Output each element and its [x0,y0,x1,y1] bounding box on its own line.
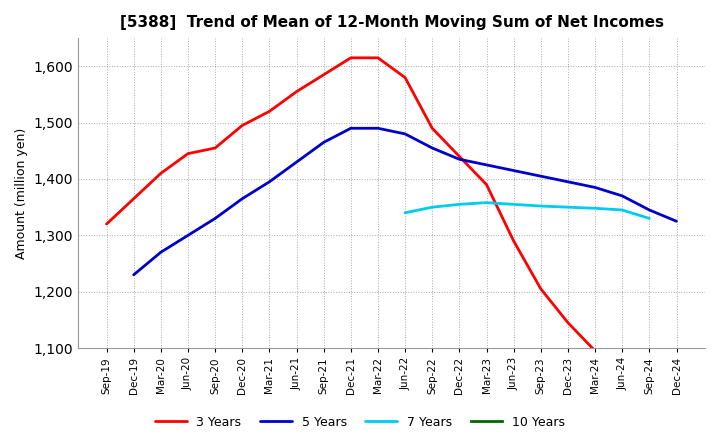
Y-axis label: Amount (million yen): Amount (million yen) [15,128,28,259]
Title: [5388]  Trend of Mean of 12-Month Moving Sum of Net Incomes: [5388] Trend of Mean of 12-Month Moving … [120,15,664,30]
Legend: 3 Years, 5 Years, 7 Years, 10 Years: 3 Years, 5 Years, 7 Years, 10 Years [150,411,570,434]
